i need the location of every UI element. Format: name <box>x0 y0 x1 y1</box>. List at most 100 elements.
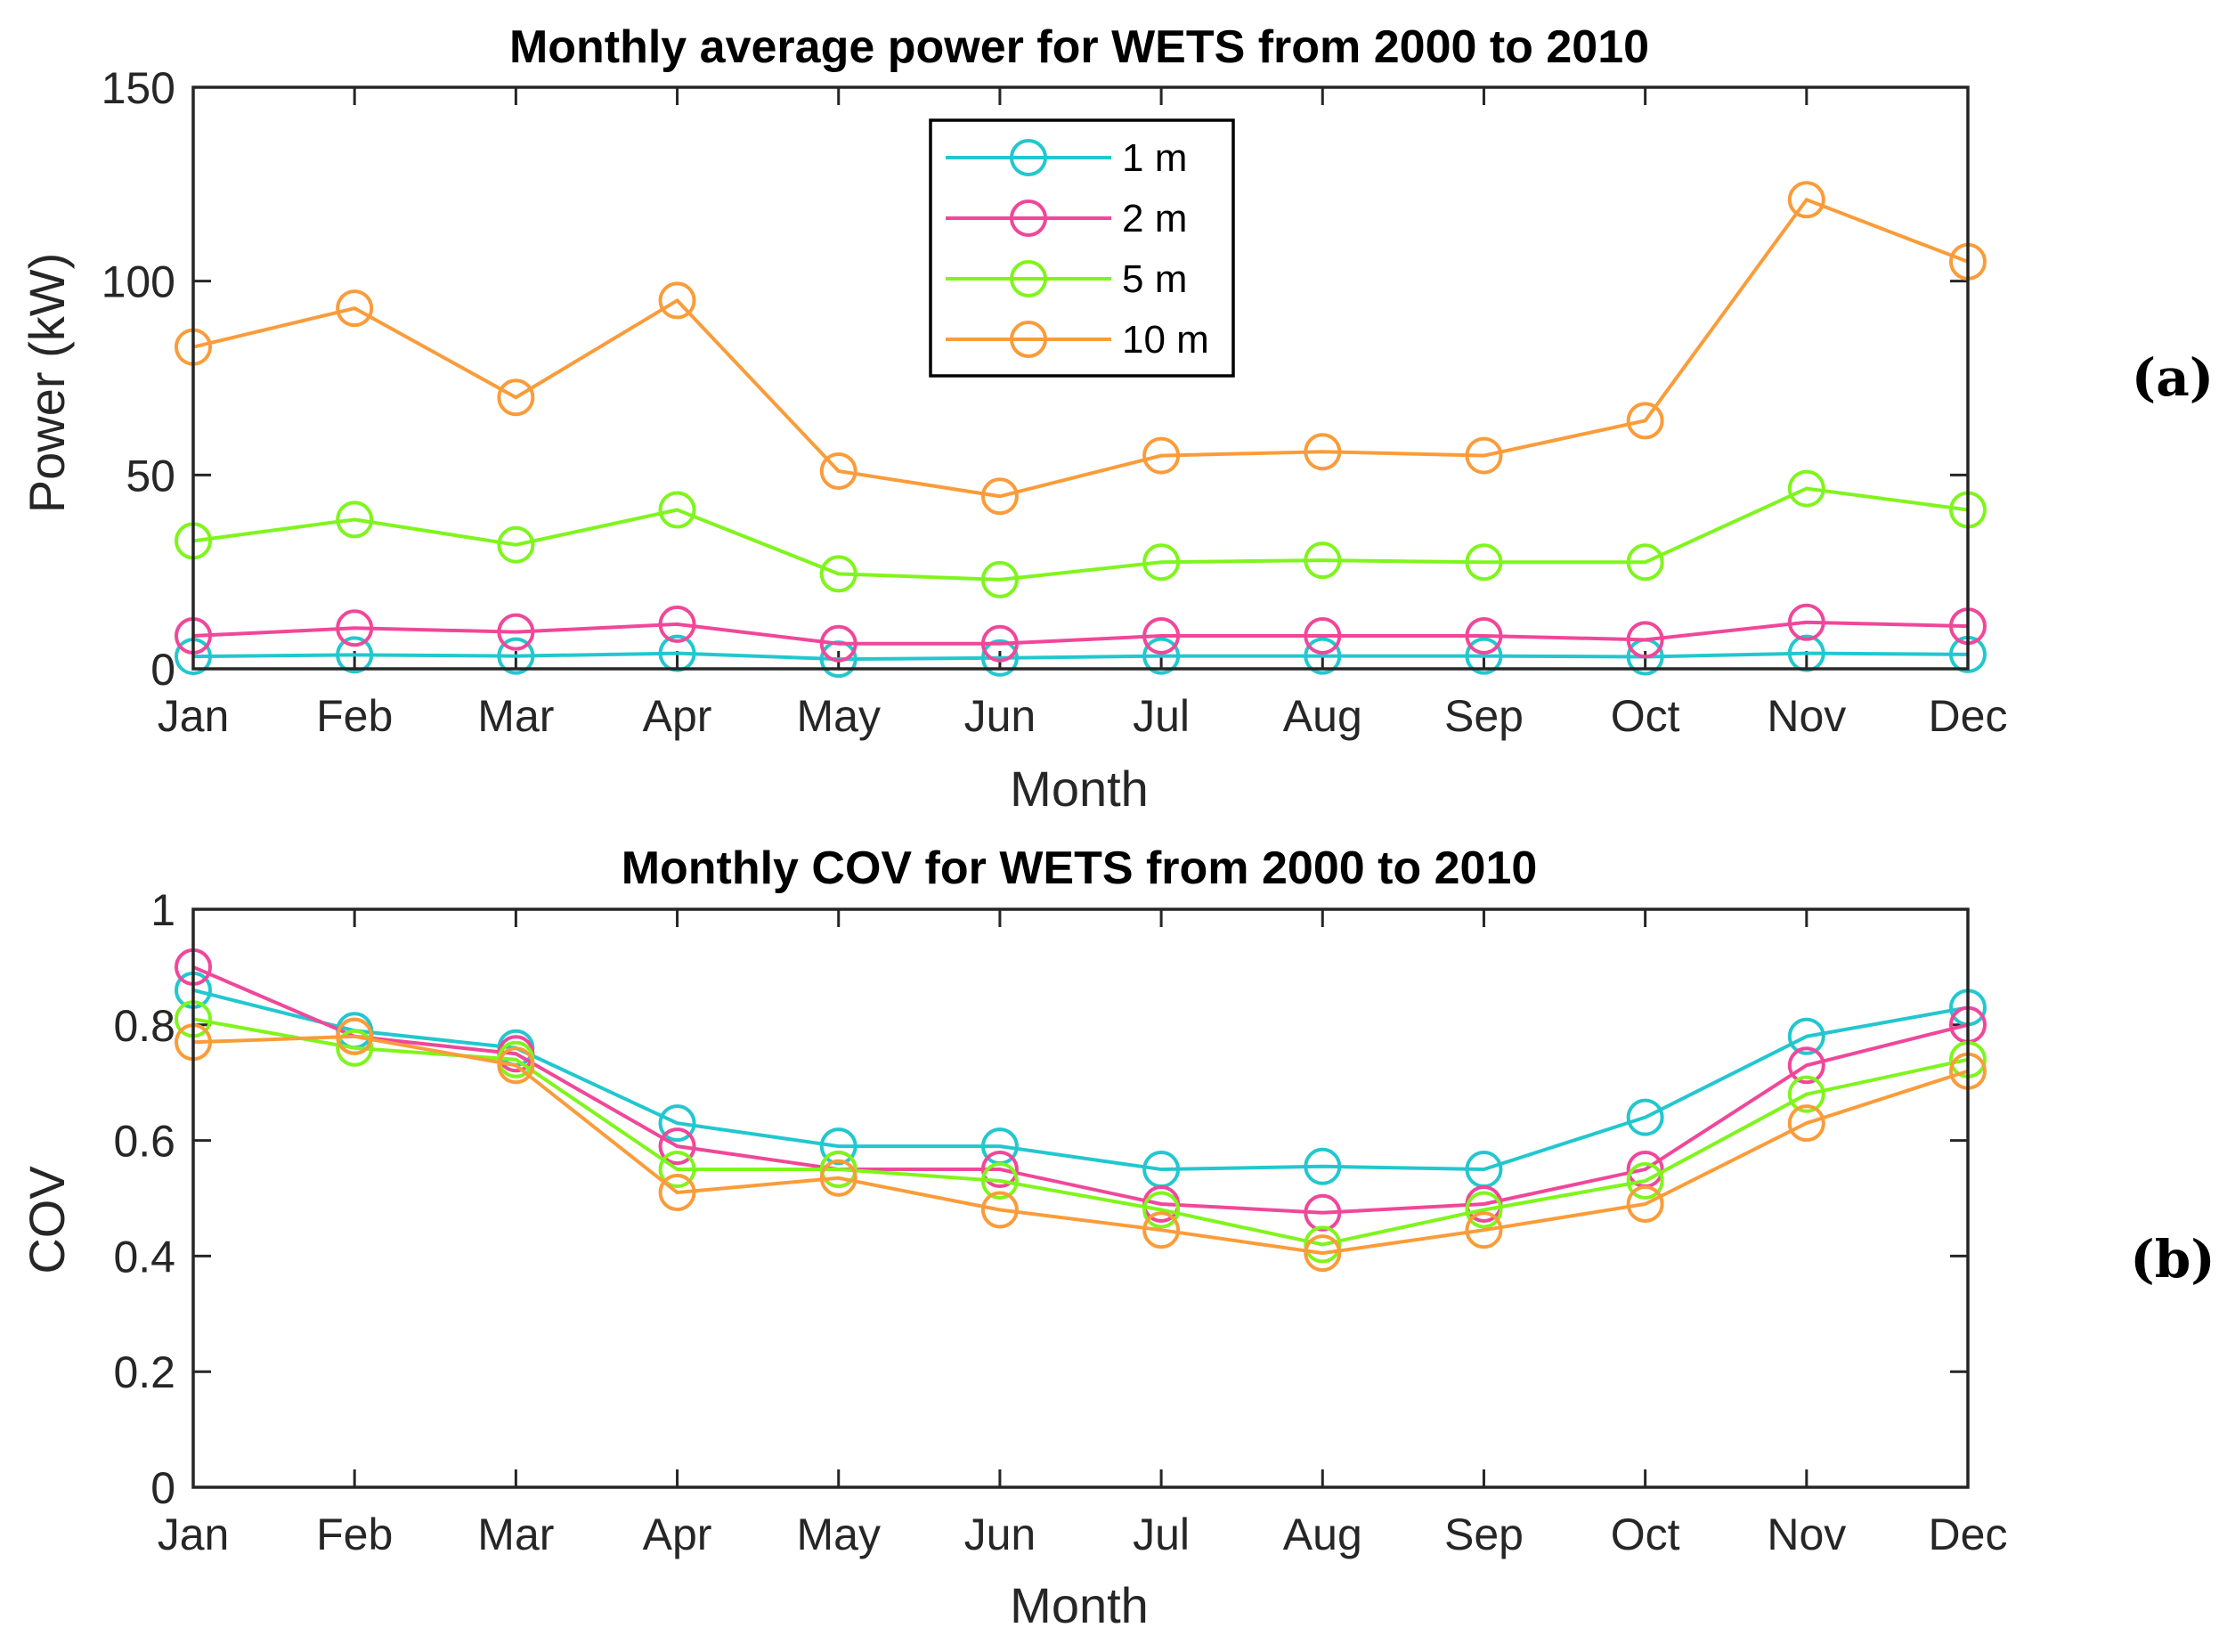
chart-b-point-2m <box>1304 1193 1342 1232</box>
chart-a-xtick-label: Jul <box>1133 691 1190 741</box>
chart-b-ylabel: COV <box>19 1166 75 1274</box>
chart-b-point-10m <box>980 1191 1019 1229</box>
chart-a-point-5m <box>1465 543 1503 582</box>
chart-b-point-5m <box>1465 1191 1503 1229</box>
chart-a-xtick-label: Jun <box>964 691 1036 741</box>
chart-a-xlabel: Month <box>1010 761 1149 817</box>
chart-a-point-2m <box>1142 616 1181 655</box>
chart-a-ytick-label: 50 <box>126 451 175 500</box>
chart-a-point-2m <box>658 605 696 643</box>
chart-b-ytick-label: 1 <box>150 885 175 935</box>
legend-marker-5m <box>1010 260 1047 297</box>
chart-a-line-5m <box>192 486 1969 582</box>
chart-a-line-2m <box>192 620 1969 646</box>
chart-b-point-1m <box>1626 1098 1664 1136</box>
chart-a-ytick-label: 100 <box>102 257 175 307</box>
chart-b-point-5m <box>1787 1075 1825 1113</box>
chart-a-point-10m <box>1787 181 1825 219</box>
chart-b-point-10m <box>1787 1104 1825 1143</box>
legend-label-5m: 5 m <box>1122 257 1187 301</box>
chart-a-line-10m <box>192 197 1969 499</box>
chart-a-ytick-label: 150 <box>102 63 175 113</box>
chart-b-ytick-label: 0.4 <box>113 1232 175 1282</box>
chart-a-point-1m <box>1142 637 1181 675</box>
chart-a-point-10m <box>980 477 1019 516</box>
chart-a-point-5m <box>336 500 374 539</box>
chart-a-xtick-label: Apr <box>643 691 712 741</box>
chart-a-point-2m <box>336 609 374 647</box>
chart-a-point-5m <box>1142 543 1181 582</box>
chart-b-line-10m <box>192 1034 1969 1256</box>
chart-a-point-1m <box>1304 637 1342 675</box>
chart-a-point-2m <box>497 613 535 651</box>
chart-b-xtick-label: Jan <box>158 1510 230 1559</box>
chart-b-point-2m <box>658 1127 696 1166</box>
chart-a-point-5m <box>658 491 696 529</box>
chart-b-xtick-label: May <box>796 1510 880 1559</box>
chart-b-line-5m <box>192 1017 1969 1247</box>
chart-a-point-2m <box>980 624 1019 663</box>
chart-a-point-2m <box>1626 621 1664 659</box>
chart-a-point-10m <box>1626 402 1664 440</box>
chart-a-line-1m <box>192 651 1969 662</box>
chart-a-point-5m <box>1787 469 1825 508</box>
chart-a-point-2m <box>1465 616 1503 655</box>
chart-a-xtick-label: Aug <box>1283 691 1362 741</box>
legend-box <box>929 118 1235 378</box>
chart-b-xtick-label: Nov <box>1767 1510 1846 1559</box>
chart-a-point-2m <box>819 624 857 663</box>
chart-a-point-2m <box>1304 616 1342 655</box>
chart-a-xtick-label: May <box>796 691 880 741</box>
chart-b-point-10m <box>1304 1234 1342 1273</box>
chart-b-point-5m <box>336 1029 374 1067</box>
chart-b-ytick-label: 0 <box>150 1463 175 1513</box>
chart-a-xtick-label: Dec <box>1929 691 2008 741</box>
chart-b-xtick-label: Oct <box>1611 1510 1680 1559</box>
chart-b-point-5m <box>1304 1225 1342 1264</box>
chart-b: Monthly COV for WETS from 2000 to 2010 M… <box>19 842 2215 1633</box>
chart-a-series-10m <box>175 181 1987 516</box>
chart-a-xtick-label: Mar <box>477 691 554 741</box>
chart-a-panel-label: (a) <box>2132 347 2214 408</box>
chart-b-xtick-label: Aug <box>1283 1510 1362 1559</box>
chart-a-xtick-label: Jan <box>158 691 230 741</box>
chart-a-point-1m <box>336 636 374 674</box>
chart-a-point-10m <box>819 452 857 490</box>
chart-a-legend: 1 m 2 m 5 m 10 m <box>929 118 1235 378</box>
chart-b-point-2m <box>980 1151 1019 1189</box>
chart-b-point-10m <box>658 1174 696 1212</box>
chart-a-point-1m <box>980 639 1019 677</box>
chart-b-xtick-label: Sep <box>1444 1510 1524 1559</box>
chart-a-xtick-label: Nov <box>1767 691 1846 741</box>
chart-a-point-10m <box>497 378 535 417</box>
chart-a-point-5m <box>497 525 535 564</box>
chart-b-xtick-label: Apr <box>643 1510 712 1559</box>
legend-label-10m: 10 m <box>1122 318 1209 362</box>
chart-b-plot-area <box>193 909 1968 1487</box>
chart-b-title: Monthly COV for WETS from 2000 to 2010 <box>622 842 1538 894</box>
chart-b-series-5m <box>175 1000 1987 1264</box>
chart-b-point-10m <box>336 1017 374 1055</box>
chart-b-point-10m <box>1142 1211 1181 1249</box>
chart-b-point-1m <box>1787 1017 1825 1055</box>
chart-b-point-5m <box>980 1162 1019 1200</box>
chart-b-ytick-label: 0.8 <box>113 1001 175 1051</box>
chart-a-title: Monthly average power for WETS from 2000… <box>509 21 1649 73</box>
chart-b-point-1m <box>819 1127 857 1166</box>
chart-a-point-1m <box>1465 637 1503 675</box>
chart-b-point-5m <box>1626 1162 1664 1200</box>
chart-b-xlabel: Month <box>1010 1577 1149 1633</box>
chart-a-point-10m <box>1465 436 1503 475</box>
chart-a-point-10m <box>1304 433 1342 471</box>
chart-b-point-10m <box>819 1159 857 1197</box>
chart-a-point-10m <box>336 289 374 328</box>
chart-b-point-2m <box>1787 1046 1825 1085</box>
chart-b-xtick-label: Mar <box>477 1510 554 1559</box>
chart-b-xtick-label: Feb <box>316 1510 393 1559</box>
chart-a-point-5m <box>1626 543 1664 582</box>
chart-a-point-5m <box>980 560 1019 598</box>
chart-a-xtick-label: Feb <box>316 691 393 741</box>
chart-a: Monthly average power for WETS from 2000… <box>19 21 2214 817</box>
chart-a-ytick-label: 0 <box>150 645 175 695</box>
